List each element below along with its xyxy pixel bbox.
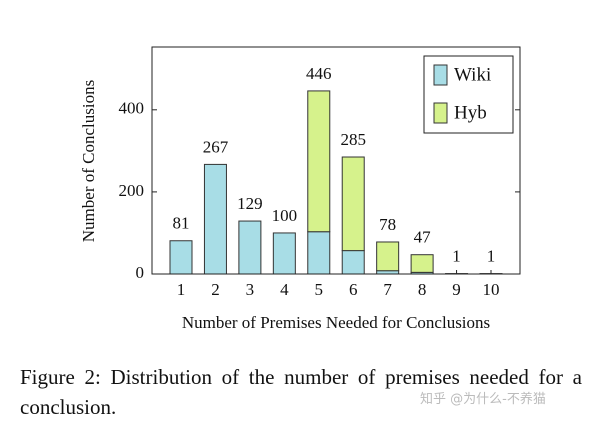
x-tick-label: 3 (246, 280, 255, 299)
x-tick-label: 9 (452, 280, 461, 299)
legend-label: Hyb (454, 102, 487, 123)
total-label: 100 (272, 206, 298, 225)
bar-segment (410, 254, 434, 273)
legend-swatch (433, 102, 448, 124)
x-tick-label: 4 (280, 280, 289, 299)
x-tick-label: 6 (349, 280, 358, 299)
total-label: 1 (487, 246, 496, 265)
total-label: 47 (414, 228, 432, 247)
bar-segment (203, 163, 227, 275)
x-tick-label: 5 (315, 280, 324, 299)
x-tick-label: 8 (418, 280, 427, 299)
chart: Number of Premises Needed for Conclusion… (79, 46, 521, 332)
bar-segment (307, 231, 331, 275)
total-label: 81 (173, 214, 190, 233)
x-tick-label: 1 (177, 280, 186, 299)
plot-frame (151, 46, 521, 275)
y-tick-label: 0 (136, 263, 145, 282)
x-tick-label: 7 (383, 280, 392, 299)
y-axis-label: Number of Conclusions (79, 80, 98, 242)
total-label: 1 (452, 246, 461, 265)
bar-segment (272, 232, 296, 275)
bar-segment (341, 156, 365, 252)
bar-segment (238, 220, 262, 275)
bar-segment (376, 241, 400, 272)
x-tick-label: 10 (483, 280, 500, 299)
total-label: 267 (203, 137, 229, 156)
total-label: 129 (237, 194, 263, 213)
bar-segment (341, 250, 365, 275)
x-axis-label: Number of Premises Needed for Conclusion… (182, 313, 490, 332)
legend-label: Wiki (454, 64, 491, 85)
watermark: 知乎 @为什么-不养猫 (420, 392, 546, 407)
y-tick-label: 200 (119, 181, 145, 200)
total-label: 446 (306, 64, 332, 83)
legend-swatch (433, 64, 448, 86)
x-tick-label: 2 (211, 280, 220, 299)
total-label: 285 (340, 130, 366, 149)
caption: Figure 2: Distribution of the number of … (20, 365, 582, 419)
y-tick-label: 400 (119, 99, 145, 118)
bar-segment (307, 90, 331, 233)
total-label: 78 (379, 215, 396, 234)
bar-segment (169, 240, 193, 275)
